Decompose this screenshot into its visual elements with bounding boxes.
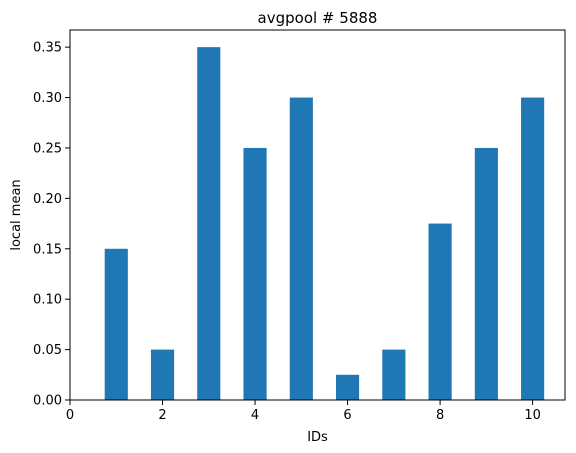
bar-id-6 — [336, 374, 360, 400]
chart-title: avgpool # 5888 — [258, 9, 378, 27]
y-tick-label: 0.10 — [33, 293, 62, 308]
bar-id-7 — [382, 349, 406, 400]
plot-frame — [69, 29, 566, 401]
x-tick-label: 6 — [343, 408, 351, 423]
x-tick-label: 0 — [66, 408, 74, 423]
y-tick-label: 0.15 — [33, 242, 62, 257]
bar-id-4 — [243, 147, 267, 400]
bar-id-5 — [289, 97, 313, 401]
y-tick-label: 0.05 — [33, 343, 62, 358]
y-axis-ticks: 0.00 0.05 0.10 0.15 0.20 0.25 0.30 0.35 — [33, 41, 70, 409]
bar-id-1 — [104, 248, 128, 400]
y-tick-label: 0.00 — [33, 394, 62, 409]
bar-id-8 — [428, 223, 452, 400]
y-tick-label: 0.20 — [33, 192, 62, 207]
x-tick-label: 10 — [524, 408, 541, 423]
x-tick-label: 4 — [251, 408, 259, 423]
bar-id-2 — [150, 349, 175, 400]
bar-id-9 — [474, 147, 498, 400]
y-tick-label: 0.25 — [33, 141, 62, 156]
bars-group — [104, 47, 545, 401]
y-tick-label: 0.30 — [33, 91, 62, 106]
y-axis-label: local mean — [9, 179, 24, 250]
bar-id-10 — [521, 97, 545, 401]
x-tick-label: 2 — [158, 408, 166, 423]
x-axis-label: IDs — [307, 430, 328, 445]
bar-id-3 — [197, 47, 221, 400]
x-tick-label: 8 — [436, 408, 444, 423]
y-tick-label: 0.35 — [33, 41, 62, 56]
x-axis-ticks: 0 2 4 6 8 10 — [66, 400, 541, 423]
